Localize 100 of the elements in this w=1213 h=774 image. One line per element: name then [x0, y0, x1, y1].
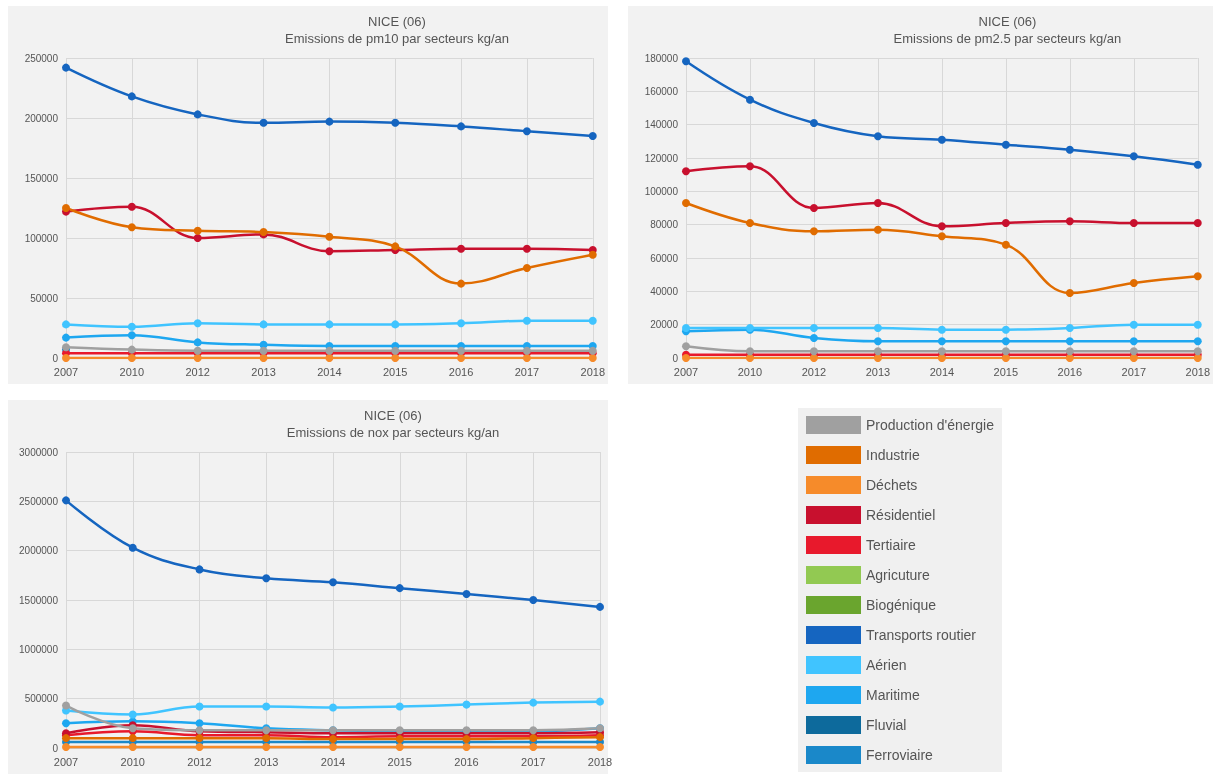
point: [193, 354, 202, 362]
x-tick-label: 2010: [737, 365, 763, 378]
y-tick-label: 40000: [650, 285, 679, 297]
point: [682, 324, 690, 332]
x-tick-label: 2007: [673, 365, 699, 378]
point: [937, 232, 946, 241]
point: [395, 702, 404, 711]
point: [596, 743, 604, 752]
point: [462, 590, 471, 599]
point: [596, 697, 604, 706]
x-tick-label: 2017: [1121, 365, 1147, 378]
point: [522, 264, 531, 272]
point: [457, 244, 466, 253]
y-tick-label: 180000: [644, 52, 679, 64]
point: [809, 324, 818, 332]
point: [462, 700, 471, 709]
point: [127, 322, 136, 331]
point: [745, 219, 754, 227]
point: [937, 222, 946, 231]
point: [937, 354, 946, 362]
point: [457, 122, 466, 131]
point: [682, 57, 690, 66]
point: [457, 354, 466, 362]
point: [588, 250, 597, 259]
point: [195, 719, 204, 728]
y-tick-label: 100000: [644, 185, 679, 197]
legend-label: Résidentiel: [866, 507, 936, 523]
point: [193, 234, 202, 242]
x-tick-label: 2012: [185, 365, 210, 378]
point: [128, 543, 137, 552]
point: [809, 227, 818, 236]
point: [127, 202, 136, 211]
point: [391, 320, 400, 329]
point: [391, 354, 400, 362]
point: [127, 331, 136, 340]
point: [1129, 337, 1138, 346]
point: [873, 354, 882, 362]
point: [325, 320, 334, 329]
point: [529, 698, 538, 707]
legend-label: Agricuture: [866, 567, 931, 583]
point: [873, 225, 882, 234]
point: [873, 324, 882, 332]
point: [1065, 217, 1074, 226]
point: [127, 92, 136, 101]
point: [529, 743, 538, 752]
point: [262, 574, 271, 583]
point: [682, 199, 690, 207]
x-tick-label: 2017: [514, 365, 540, 378]
y-tick-label: 3000000: [19, 446, 59, 458]
point: [1193, 337, 1202, 346]
point: [259, 320, 268, 329]
point: [1193, 160, 1202, 169]
y-tick-label: 0: [52, 742, 59, 754]
chart-title: NICE (06): [368, 14, 426, 29]
point: [937, 135, 946, 144]
x-tick-label: 2014: [320, 755, 346, 768]
point: [588, 132, 597, 140]
point: [329, 703, 337, 712]
y-tick-label: 140000: [644, 119, 679, 131]
point: [325, 354, 334, 362]
point: [588, 316, 597, 325]
y-tick-label: 60000: [650, 252, 679, 264]
y-tick-label: 0: [52, 352, 59, 364]
point: [1193, 272, 1202, 281]
point: [325, 232, 334, 241]
legend-label: Aérien: [866, 657, 907, 673]
point: [529, 596, 538, 604]
point: [937, 337, 946, 346]
x-tick-label: 2014: [929, 365, 955, 378]
point: [682, 354, 690, 362]
point: [62, 333, 70, 342]
x-tick-label: 2007: [53, 755, 79, 768]
point: [1065, 145, 1074, 154]
point: [1001, 219, 1010, 227]
point: [325, 247, 334, 256]
y-tick-label: 50000: [30, 292, 59, 304]
point: [62, 496, 70, 505]
y-tick-label: 2000000: [19, 545, 59, 557]
point: [329, 578, 337, 587]
point: [128, 734, 137, 743]
x-tick-label: 2018: [587, 755, 613, 768]
point: [1193, 354, 1202, 362]
point: [62, 204, 70, 212]
point: [128, 743, 137, 752]
legend-label: Fluvial: [866, 717, 907, 733]
point: [1129, 320, 1138, 329]
point: [809, 119, 818, 127]
point: [462, 743, 471, 752]
point: [588, 354, 597, 362]
point: [62, 320, 70, 329]
point: [522, 316, 531, 325]
point: [62, 354, 70, 362]
y-tick-label: 100000: [24, 232, 59, 244]
point: [1065, 337, 1074, 346]
point: [522, 354, 531, 362]
x-tick-label: 2012: [801, 365, 827, 378]
point: [745, 95, 754, 104]
y-tick-label: 200000: [24, 112, 59, 124]
point: [262, 702, 271, 711]
point: [522, 244, 531, 253]
